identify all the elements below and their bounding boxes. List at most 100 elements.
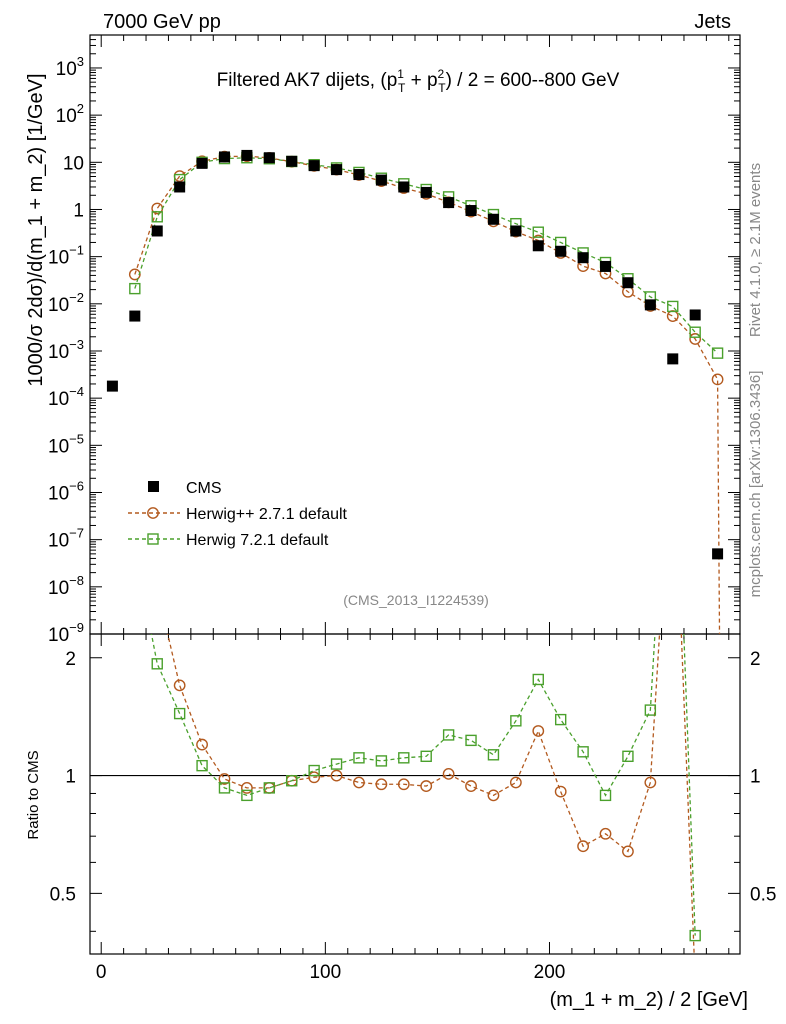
cms-point [644, 299, 656, 311]
herwig7-point [129, 282, 141, 295]
y-tick-label: 10−5 [48, 431, 84, 457]
y-tick-label: 10 [63, 153, 84, 174]
cms-point [241, 149, 253, 161]
ratio-herwig7-point [286, 775, 298, 787]
x-tick-label: 0 [96, 962, 107, 983]
ratio-herwig7-point [622, 750, 634, 763]
y-tick-label: 1 [73, 200, 84, 221]
herwig7-point [711, 347, 724, 359]
ratio-herwigpp-point [532, 725, 545, 737]
cms-point [622, 277, 634, 289]
ratio-herwig7-point [330, 758, 343, 770]
y-tick-label: 102 [56, 101, 84, 127]
ratio-herwig7-point [510, 715, 522, 727]
cms-point [712, 548, 724, 560]
herwigpp-point [173, 170, 186, 183]
ratio-herwigpp-point [622, 845, 634, 858]
chart-title: Filtered AK7 dijets, (p1 T + p2 T) / 2 = 6… [217, 67, 620, 95]
cms-point [420, 186, 432, 198]
ratio-herwig7-point [599, 789, 612, 802]
cms-point [600, 260, 612, 272]
ratio-herwig7-point [554, 713, 567, 726]
ratio-herwig7-point [689, 929, 701, 942]
ratio-herwigpp-point [375, 778, 388, 791]
cms-point [308, 160, 320, 172]
y-tick-label: 10−1 [48, 243, 84, 269]
ratio-herwig7-point [353, 752, 365, 764]
ratio-herwigpp-point [330, 769, 343, 782]
ratio-tick-label-right: 2 [750, 649, 761, 670]
cms-point [667, 353, 679, 365]
cms-point [510, 225, 522, 237]
ratio-herwig7-point [442, 729, 455, 741]
ratio-plot-frame [89, 633, 741, 955]
ratio-tick-label-left: 0.5 [50, 884, 76, 905]
cms-point [532, 240, 544, 252]
cms-point [689, 309, 701, 321]
herwigpp-point [711, 373, 724, 386]
ratio-herwig7-point [487, 749, 500, 761]
cms-point [218, 151, 230, 163]
cms-point [443, 197, 455, 209]
ratio-line-herwigpp [167, 634, 695, 954]
ratio-herwig7-point [398, 752, 410, 764]
ratio-herwigpp-point [599, 827, 612, 840]
y-tick-label: 103 [56, 54, 84, 80]
cms-point [151, 225, 163, 237]
ratio-herwigpp-point [397, 778, 410, 791]
ratio-herwig7-point [151, 658, 163, 670]
ratio-herwigpp-point [420, 780, 433, 792]
herwig7-point [532, 226, 544, 238]
cms-point [375, 174, 387, 186]
ratio-tick-label-left: 1 [65, 767, 76, 788]
cms-point [577, 252, 589, 264]
legend-hpp-label: Herwig++ 2.7.1 default [186, 506, 348, 523]
rivet-label: Rivet 4.1.0, ≥ 2.1M events [747, 163, 764, 337]
ratio-herwig7-point [465, 734, 477, 747]
y-tick-label: 10−3 [48, 337, 84, 363]
ratio-herwig7-point [173, 707, 186, 720]
ratio-herwig7-point [308, 764, 320, 777]
y-tick-label: 10−7 [48, 526, 84, 552]
ratio-herwig7-point [263, 782, 276, 794]
legend-hpp-marker [147, 507, 159, 519]
ratio-herwig7-point [218, 782, 231, 794]
ratio-herwigpp-point [173, 679, 186, 692]
herwigpp-point [128, 268, 141, 281]
ratio-tick-label-right: 1 [750, 767, 761, 788]
herwig7-point [689, 326, 701, 338]
ratio-series-group [150, 634, 701, 954]
header-right: Jets [694, 11, 731, 33]
y-tick-label: 10−9 [48, 620, 84, 646]
y-axis-label: 1000/σ 2dσ)/d(m_1 + m_2) [1/GeV] [25, 73, 47, 386]
y-tick-label: 10−4 [48, 384, 84, 410]
ratio-herwigpp-point [554, 785, 567, 798]
ratio-herwig7-point [241, 789, 253, 802]
ratio-tick-label-left: 2 [65, 649, 76, 670]
y-tick-label: 10−8 [48, 573, 84, 599]
cms-point [353, 169, 365, 181]
ratio-line-herwig7 [150, 634, 696, 936]
ratio-herwig7-point [375, 755, 388, 767]
cms-point [196, 157, 208, 169]
legend-cms-label: CMS [186, 480, 222, 497]
ratio-y-axis-label: Ratio to CMS [25, 750, 42, 839]
herwigpp-point [666, 310, 679, 322]
ratio-herwig7-point [577, 746, 589, 758]
ratio-herwigpp-point [577, 840, 590, 853]
ratio-herwigpp-point [509, 776, 522, 789]
herwig7-point [151, 211, 163, 223]
cms-point [263, 152, 275, 164]
ratio-herwigpp-point [218, 773, 231, 785]
cms-point [555, 245, 567, 257]
herwig7-point [667, 300, 679, 313]
cms-point [398, 181, 410, 193]
cms-point [465, 205, 477, 217]
legend-h7-marker [147, 533, 159, 545]
x-tick-label: 200 [534, 962, 566, 983]
ratio-herwig7-point [196, 759, 208, 772]
legend: CMS Herwig++ 2.7.1 default Herwig 7.2.1 … [128, 480, 348, 549]
ratio-herwigpp-point [487, 789, 500, 802]
cms-point [129, 310, 141, 322]
